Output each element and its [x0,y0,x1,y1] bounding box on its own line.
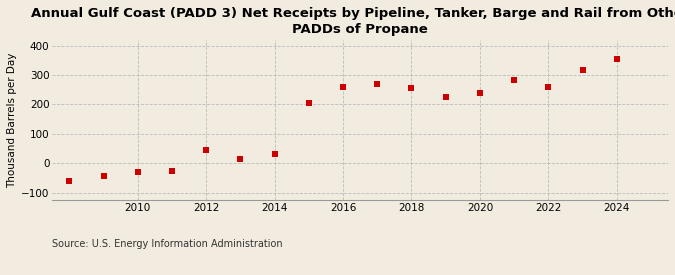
Point [406,86,417,90]
Y-axis label: Thousand Barrels per Day: Thousand Barrels per Day [7,52,17,188]
Title: Annual Gulf Coast (PADD 3) Net Receipts by Pipeline, Tanker, Barge and Rail from: Annual Gulf Coast (PADD 3) Net Receipts … [31,7,675,36]
Point [543,85,554,90]
Point [269,152,280,156]
Point [577,68,588,72]
Point [98,174,109,179]
Point [200,148,211,152]
Point [132,170,143,174]
Point [475,90,485,95]
Point [167,168,178,173]
Point [509,78,520,82]
Point [612,57,622,61]
Point [440,95,451,99]
Point [64,179,75,183]
Point [338,85,348,89]
Point [372,82,383,86]
Point [304,101,315,105]
Point [235,156,246,161]
Text: Source: U.S. Energy Information Administration: Source: U.S. Energy Information Administ… [52,239,283,249]
